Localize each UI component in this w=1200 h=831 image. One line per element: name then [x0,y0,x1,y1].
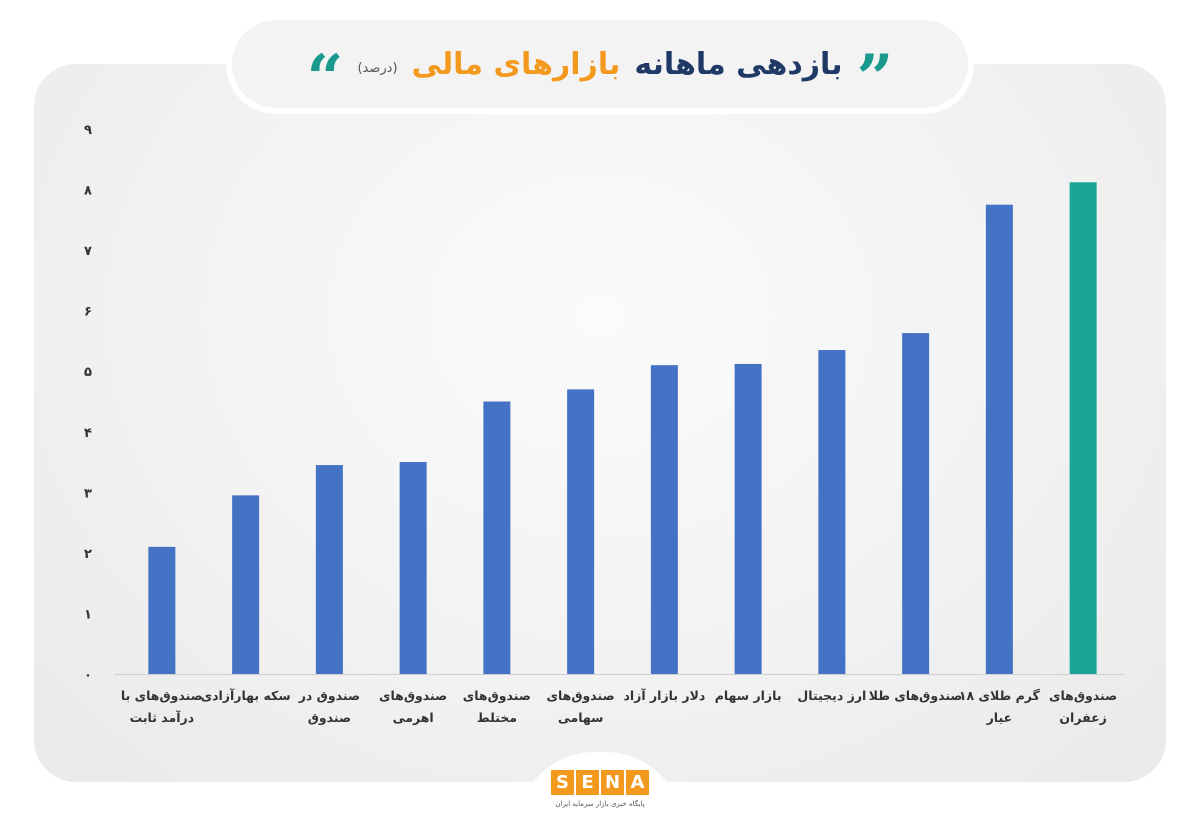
title-dark: بازدهی ماهانه [634,46,843,82]
x-tick-label-line: صندوق‌های [463,688,531,703]
x-tick-label-line: مختلط [477,710,517,725]
x-tick-label-line: بازار سهام [715,688,782,704]
open-quote-icon: “ [306,47,344,91]
close-quote-icon: ” [856,47,894,91]
y-tick-label: ۴ [84,426,92,441]
bar [734,363,762,674]
x-tick-label-line: دلار بازار آزاد [623,688,705,703]
x-tick-label: صندوق‌های زعفران [1049,688,1117,725]
title-unit: (درصد) [357,60,398,76]
bar [315,465,343,674]
logo-letter: A [626,770,649,795]
bar [818,350,846,674]
y-tick-label: ۳ [84,486,92,501]
y-tick-label: ۰ [84,668,92,683]
x-tick-label-line: صندوق‌های [1049,688,1117,703]
x-tick-label-line: صندوق‌های طلا [869,688,963,703]
y-tick-label: ۷ [84,244,92,259]
y-tick-label: ۸ [84,184,92,199]
logo-letter: E [576,770,599,795]
bar [902,333,930,674]
x-tick-label-line: زعفران [1059,710,1106,725]
y-tick-label: ۶ [84,305,92,320]
x-tick-label-line: صندوق‌های با [121,688,203,703]
x-tick-label: صندوق‌های با درآمد ثابت [121,688,203,725]
x-tick-label-line: گرم طلای ۱۸ [959,688,1041,704]
x-tick-label: صندوق‌های اهرمی [379,688,447,725]
x-tick-label-line: اهرمی [393,710,434,725]
bar [232,495,260,674]
x-tick-label-line: سکه بهارآزادی [201,688,291,703]
y-tick-label: ۹ [84,123,92,138]
title-banner: ” بازدهی ماهانه بازارهای مالی (درصد) “ [232,20,968,108]
bar [148,546,176,674]
logo-tagline: پایگاه خبری بازار سرمایه ایران [555,800,645,808]
bar [1069,182,1097,675]
y-tick-label: ۵ [84,365,92,380]
x-tick-label: صندوق‌های طلا [869,688,963,703]
bar [567,389,595,674]
x-tick-label: بازار سهام [715,688,782,704]
x-tick-label-line: صندوق در [298,688,360,703]
x-tick-label: ارز دیجیتال [797,688,866,703]
bar [650,365,678,674]
x-tick-label-line: سهامی [558,710,604,725]
chart-panel [34,64,1166,782]
x-tick-label-line: درآمد ثابت [130,710,195,725]
x-tick-label-line: عیار [986,710,1013,725]
bar [483,401,511,674]
x-tick-label: گرم طلای ۱۸ عیار [959,688,1041,725]
logo-letter: N [601,770,624,795]
x-tick-label: دلار بازار آزاد [623,688,705,703]
x-tick-label-line: صندوق [308,710,351,725]
title-accent: بازارهای مالی [411,46,621,82]
x-tick-label-line: ارز دیجیتال [797,688,866,703]
bar [985,204,1013,674]
bar [399,462,427,674]
x-tick-label: صندوق در صندوق [298,688,360,725]
x-tick-label: صندوق‌های سهامی [547,688,615,725]
x-tick-label: صندوق‌های مختلط [463,688,531,725]
x-tick-label-line: صندوق‌های [379,688,447,703]
x-tick-label: سکه بهارآزادی [201,688,291,703]
x-tick-label-line: صندوق‌های [547,688,615,703]
y-tick-label: ۱ [84,607,92,622]
logo-letter: S [551,770,574,795]
y-tick-label: ۲ [84,547,92,562]
